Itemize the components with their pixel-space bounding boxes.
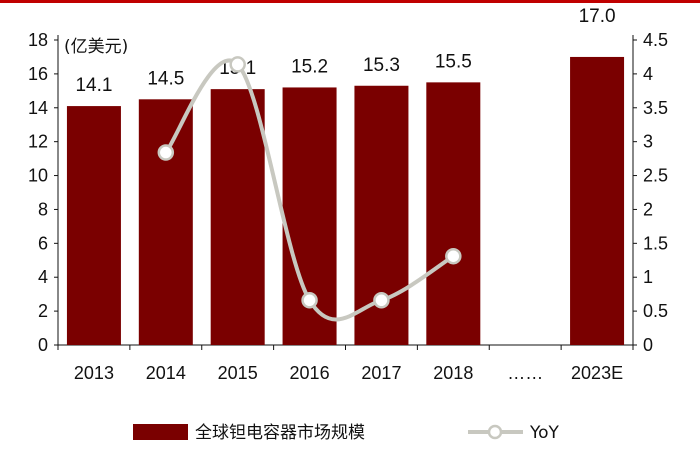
plot-area: 0 2 4 6 8 10 12 14 16 18 0 0.5 1 1.5 2 2.5 3 3.5 4 4.5 2013 2… [28,6,668,383]
bar-data-label: 17.0 [579,6,616,27]
bar [66,106,121,345]
yoy-line [164,58,455,322]
x-tick-label: 2018 [433,363,473,383]
bar [570,56,625,345]
x-tick-label: 2017 [361,363,401,383]
y-left-tick-label: 16 [28,64,48,84]
bar [210,89,265,345]
y-right-tick-label: 2 [643,199,653,219]
y-right-tick-label: 4.5 [643,30,668,50]
yoy-point [229,56,246,73]
legend-label-market-size: 全球钽电容器市场规模 [195,423,365,443]
bar [426,82,481,345]
y-left-tick-label: 14 [28,98,48,118]
yoy-point [157,144,175,161]
y-right-tick-label: 3.5 [643,98,668,118]
legend-swatch-yoy-marker [487,424,503,440]
x-tick-label: 2023E [571,363,623,383]
bar [138,99,193,345]
bar-data-label: 15.5 [435,51,472,72]
legend-swatch-market-size [133,424,188,440]
unit-label: (亿美元) [64,37,128,57]
y-right-tick-label: 2.5 [643,166,668,186]
x-tick-label: 2013 [74,363,114,383]
bar-data-label: 15.3 [363,55,400,76]
y-left-tick-label: 0 [38,335,48,355]
yoy-point [373,292,390,309]
bar-data-label: 14.5 [147,68,184,89]
y-left-tick-label: 8 [38,199,48,219]
y-right-tick-label: 1.5 [643,233,668,253]
y-left-tick-label: 10 [28,166,48,186]
y-left-tick-label: 6 [38,233,48,253]
y-left-tick-label: 4 [38,267,48,287]
yoy-point [445,247,462,265]
y-left-tick-label: 2 [38,301,48,321]
y-left-tick-label: 18 [28,30,48,50]
x-tick-label: 2014 [146,363,186,383]
y-right-tick-label: 1 [643,267,653,287]
bar-data-label: 15.2 [291,56,328,77]
x-tick-label: 2015 [218,363,258,383]
legend-label-yoy: YoY [529,423,560,443]
bar-data-label: 14.1 [75,75,112,96]
y-right-tick-label: 0.5 [643,301,668,321]
legend: 全球钽电容器市场规模 YoY [133,423,560,443]
x-tick-label: …… [507,363,543,383]
y-right-tick-label: 0 [643,335,653,355]
y-right-tick-label: 3 [643,132,653,152]
x-tick-label: 2016 [290,363,330,383]
y-left-tick-label: 12 [28,132,48,152]
y-right-tick-label: 4 [643,64,653,84]
yoy-point [301,292,318,309]
